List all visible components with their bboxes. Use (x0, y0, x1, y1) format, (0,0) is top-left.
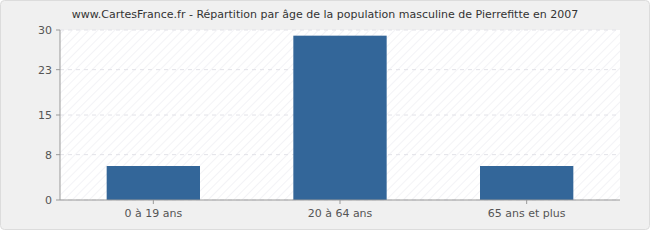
x-axis (60, 200, 620, 201)
category-label: 0 à 19 ans (124, 207, 182, 220)
tick-label: 8 (45, 149, 52, 162)
tick-mark (56, 154, 60, 155)
tick-mark (56, 115, 60, 116)
chart-svg: www.CartesFrance.fr - Répartition par âg… (0, 0, 650, 230)
x-tick-mark (340, 200, 341, 204)
bar (480, 166, 573, 200)
title: www.CartesFrance.fr - Répartition par âg… (72, 8, 579, 21)
plot-area (60, 30, 620, 200)
tick-label: 15 (38, 109, 52, 122)
tick-label: 0 (45, 194, 52, 207)
y-axis (60, 30, 61, 200)
bars (107, 36, 574, 200)
x-tick-mark (526, 200, 527, 204)
tick-mark (56, 200, 60, 201)
x-tick-mark (153, 200, 154, 204)
tick-mark (56, 69, 60, 70)
chart-container: www.CartesFrance.fr - Répartition par âg… (0, 0, 650, 230)
tick-label: 23 (38, 64, 52, 77)
bar (107, 166, 200, 200)
category-label: 65 ans et plus (488, 207, 566, 220)
grid-line (60, 200, 620, 201)
tick-mark (56, 30, 60, 31)
tick-label: 30 (38, 24, 52, 37)
grid-line (60, 30, 620, 31)
background (1, 1, 650, 230)
bar (293, 36, 386, 200)
category-label: 20 à 64 ans (308, 207, 373, 220)
